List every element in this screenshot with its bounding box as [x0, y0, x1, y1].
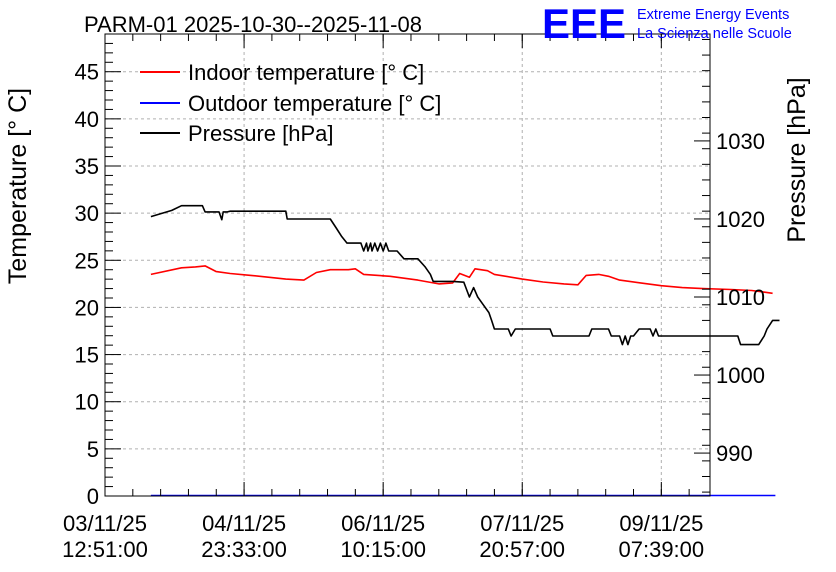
- logo-line2: La Scienza nelle Scuole: [637, 26, 792, 42]
- legend-label-indoor: Indoor temperature [° C]: [188, 60, 424, 85]
- plot-frame: [104, 33, 711, 497]
- y-axis-right-label: Pressure [hPa]: [783, 77, 811, 242]
- eee-logo: EEE Extreme Energy Events La Scienza nel…: [542, 0, 792, 47]
- chart-title: PARM-01 2025-10-30--2025-11-08: [84, 12, 422, 37]
- y-right-tick-label: 1000: [716, 363, 765, 388]
- x-tick-date: 03/11/25: [63, 511, 147, 536]
- y-left-tick-label: 40: [75, 107, 99, 132]
- legend: Indoor temperature [° C] Outdoor tempera…: [140, 60, 441, 146]
- legend-label-outdoor: Outdoor temperature [° C]: [188, 91, 441, 116]
- y-right-tick-label: 990: [716, 441, 753, 466]
- y-left-tick-label: 30: [75, 201, 99, 226]
- grid-layer: [104, 34, 710, 496]
- y-left-tick-label: 5: [87, 437, 99, 462]
- y-left-tick-label: 35: [75, 154, 99, 179]
- y-right-tick-label: 1020: [716, 207, 765, 232]
- y-left-tick-label: 20: [75, 295, 99, 320]
- y-right-tick-label: 1030: [716, 129, 765, 154]
- y-left-tick-label: 25: [75, 248, 99, 273]
- x-tick-date: 07/11/25: [480, 511, 564, 536]
- y-left-tick-label: 0: [87, 484, 99, 509]
- logo-line1: Extreme Energy Events: [637, 7, 789, 23]
- x-tick-time: 07:39:00: [619, 537, 705, 562]
- x-tick-date: 04/11/25: [202, 511, 286, 536]
- x-tick-time: 23:33:00: [201, 537, 287, 562]
- y-axis-left-label: Temperature [° C]: [4, 88, 32, 284]
- indoor-temperature-line: [150, 265, 773, 295]
- x-tick-time: 10:15:00: [340, 537, 426, 562]
- x-tick-date: 06/11/25: [341, 511, 425, 536]
- x-tick-date: 09/11/25: [619, 511, 703, 536]
- legend-label-pressure: Pressure [hPa]: [188, 121, 334, 146]
- x-tick-time: 20:57:00: [479, 537, 565, 562]
- y-right-tick-label: 1010: [716, 285, 765, 310]
- y-left-tick-label: 10: [75, 390, 99, 415]
- logo-mark: EEE: [542, 0, 626, 47]
- y-left-tick-label: 15: [75, 343, 99, 368]
- pressure-line: [150, 204, 780, 346]
- x-tick-time: 12:51:00: [62, 537, 148, 562]
- y-left-tick-label: 45: [75, 60, 99, 85]
